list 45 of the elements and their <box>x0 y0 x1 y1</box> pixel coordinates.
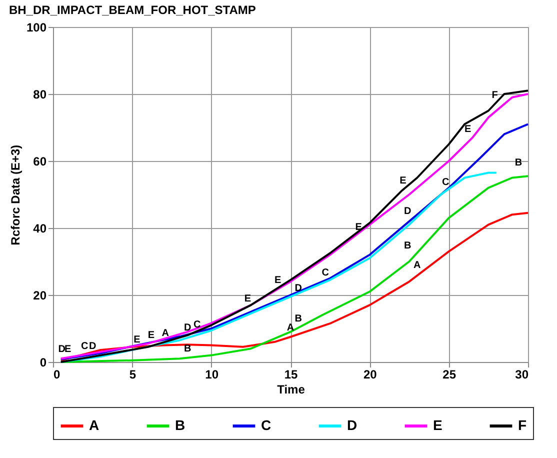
chart-title: BH_DR_IMPACT_BEAM_FOR_HOT_STAMP <box>8 3 256 17</box>
x-tick-label: 10 <box>205 368 219 382</box>
annotation: F <box>492 90 498 102</box>
x-tick-label: 5 <box>129 368 136 382</box>
legend-label: B <box>175 417 186 433</box>
annotation: E <box>464 124 472 136</box>
annotation: A <box>162 328 170 340</box>
x-tick-label: 0 <box>54 368 60 382</box>
annotation: E <box>400 175 407 186</box>
legend-label: D <box>347 417 358 433</box>
annotation: C <box>81 340 88 352</box>
x-tick-label: 15 <box>284 368 298 382</box>
y-axis-title: Rcforc Data (E+3) <box>8 144 22 246</box>
annotation: E <box>134 334 141 346</box>
x-axis-title: Time <box>277 382 306 396</box>
annotation: D <box>58 344 66 355</box>
annotation: A <box>414 260 421 272</box>
x-tick-label: 30 <box>515 368 529 382</box>
annotation: E <box>274 274 282 286</box>
y-tick-label: 20 <box>33 288 47 302</box>
legend-label: C <box>261 417 272 433</box>
x-tick-label: 20 <box>363 368 378 382</box>
annotation: C <box>322 267 329 278</box>
y-tick-label: 0 <box>40 356 47 370</box>
x-tick-label: 25 <box>442 368 456 382</box>
annotation: E <box>244 294 252 305</box>
annotation: D <box>88 340 96 352</box>
annotation: C <box>442 177 450 188</box>
y-tick-label: 60 <box>33 154 47 168</box>
annotation: B <box>404 240 412 252</box>
annotation: B <box>514 158 522 169</box>
annotation: B <box>294 313 302 324</box>
legend-label: F <box>518 417 527 433</box>
y-tick-label: 80 <box>33 88 47 102</box>
annotation: A <box>286 322 294 334</box>
y-tick-label: 40 <box>33 222 47 236</box>
annotation: B <box>184 344 192 355</box>
annotation: E <box>148 330 155 342</box>
annotation: D <box>404 206 412 217</box>
legend-label: E <box>433 417 442 433</box>
annotation: D <box>294 283 302 294</box>
y-tick-label: 100 <box>26 20 47 34</box>
annotation: E <box>64 344 72 355</box>
legend-label: A <box>89 417 100 433</box>
annotation: D <box>184 322 192 334</box>
